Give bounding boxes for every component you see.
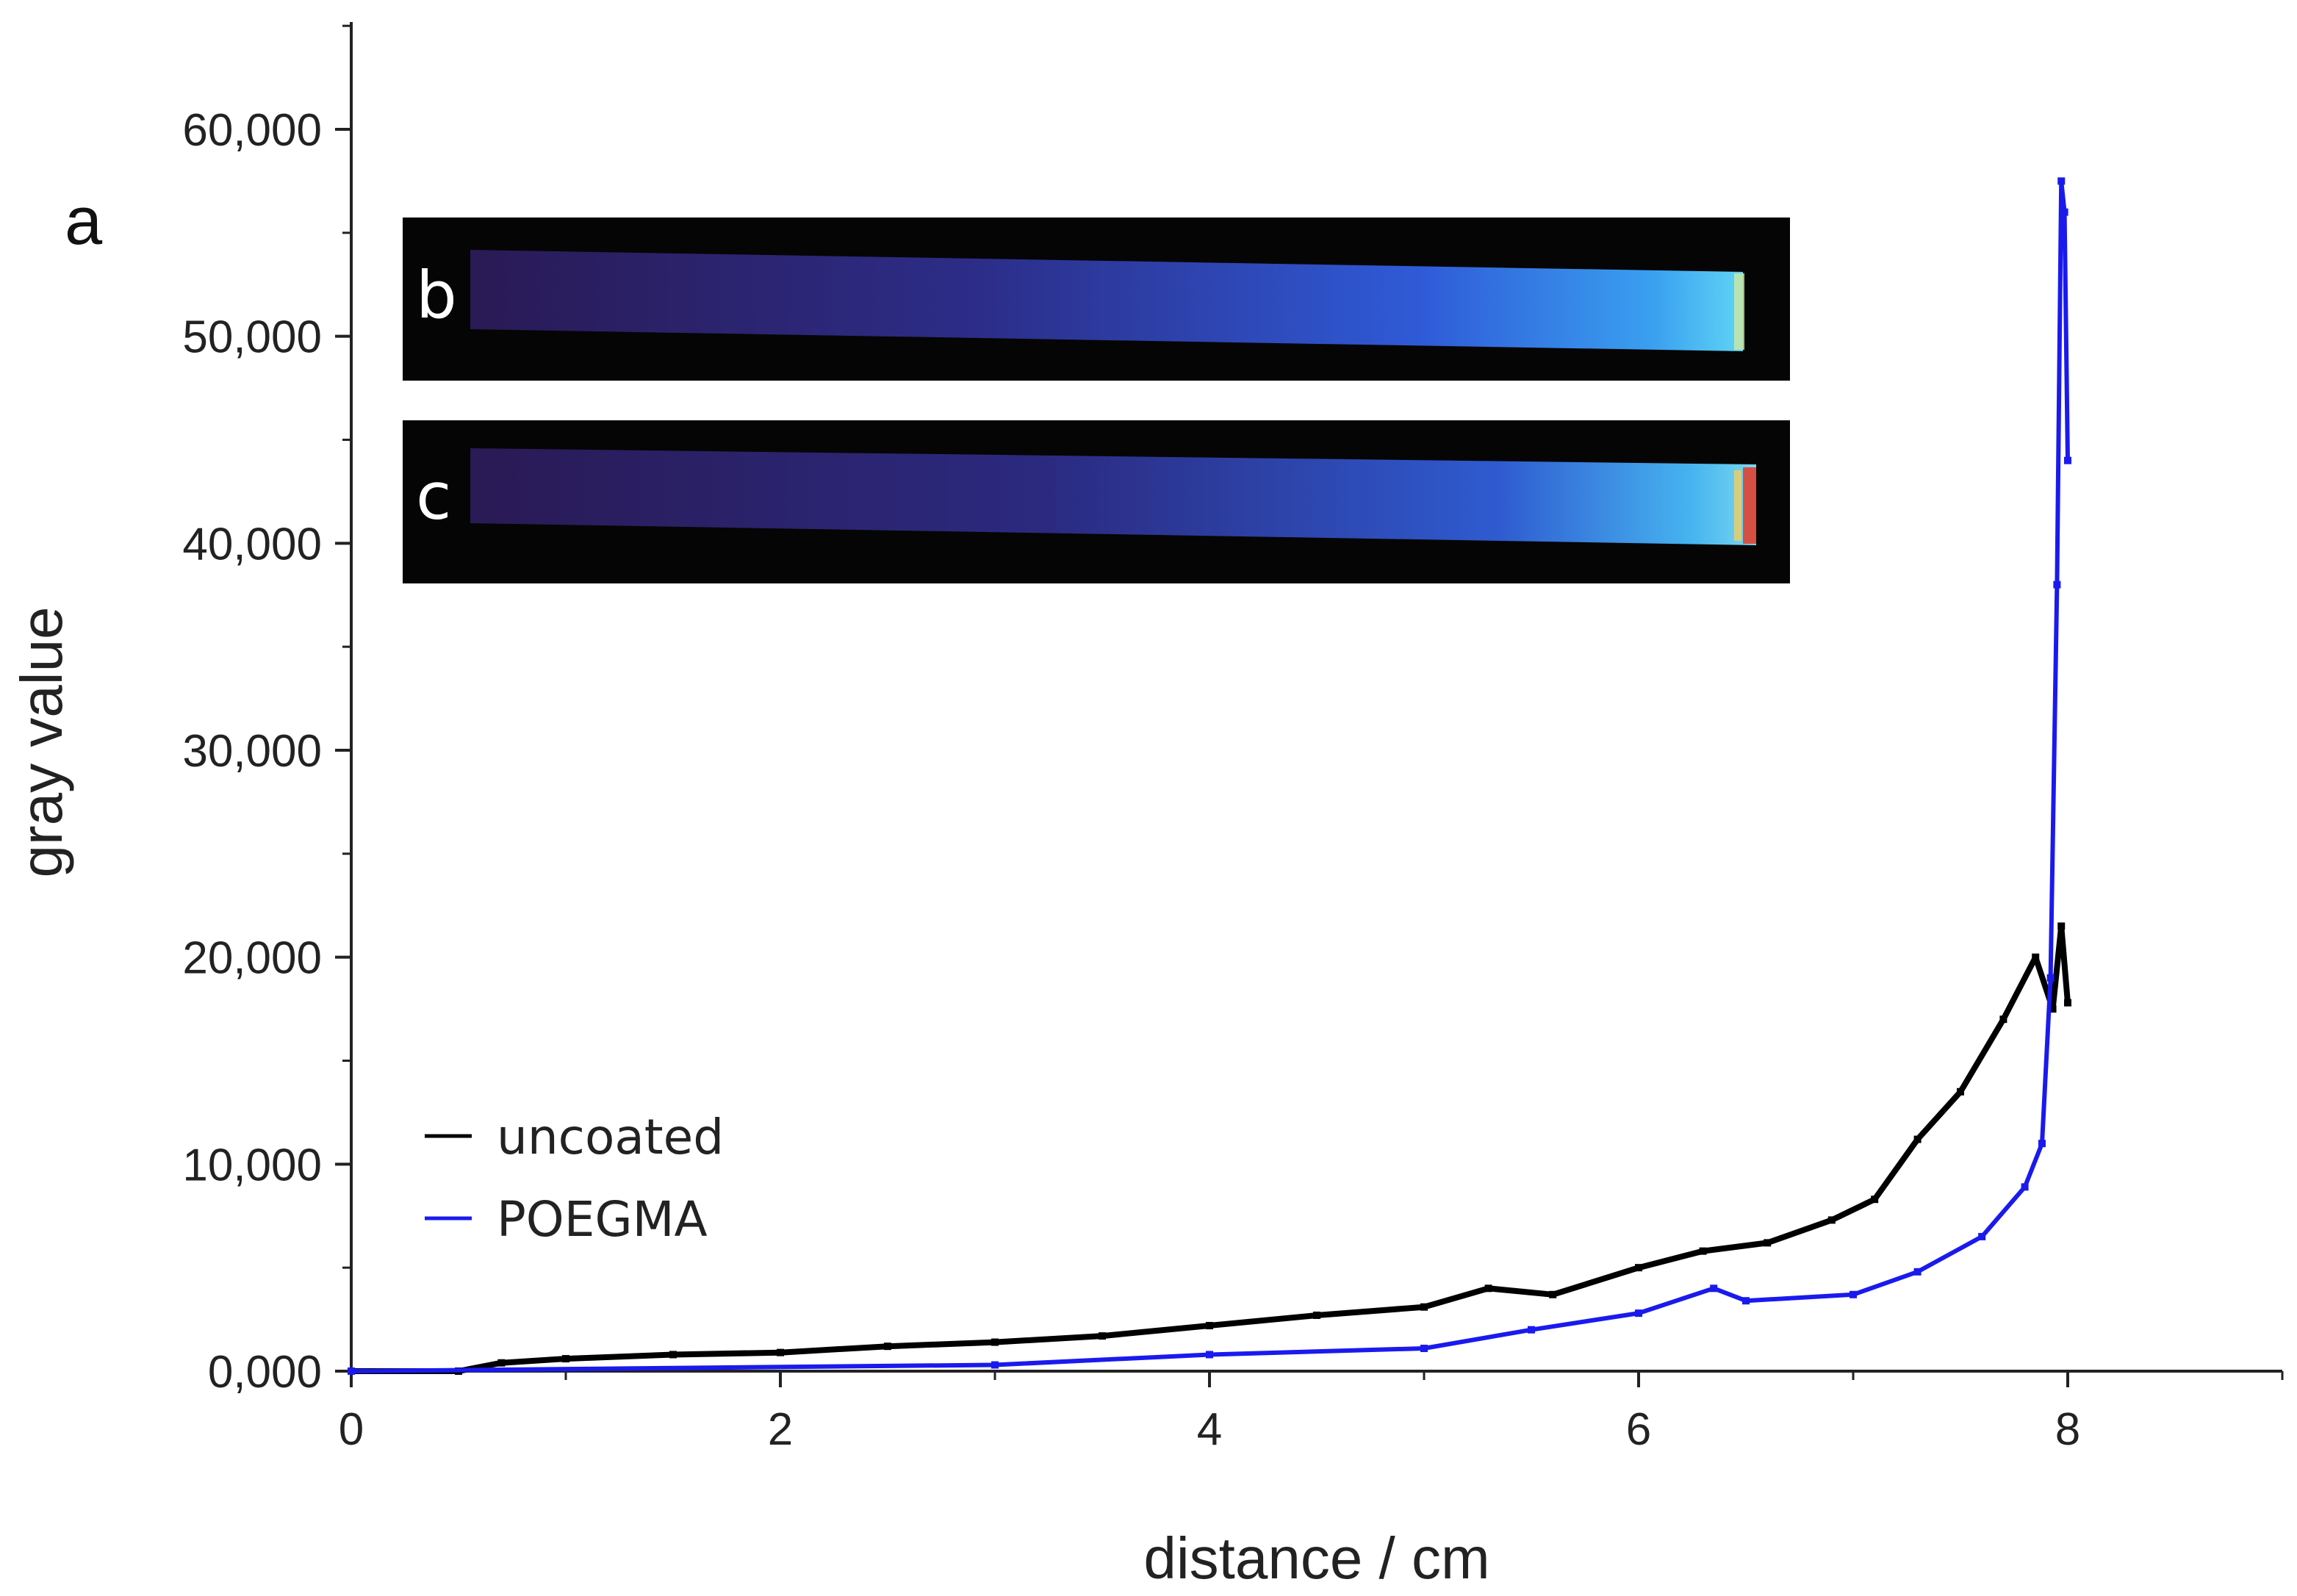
data-point (1206, 1351, 1213, 1359)
data-point (777, 1348, 784, 1356)
y-tick-labels: 0,000 10,000 20,000 30,000 40,000 50,000 60,00… (182, 105, 322, 1398)
series-layer (348, 177, 2071, 1375)
data-point (1827, 1216, 1836, 1224)
data-point (1635, 1309, 1642, 1318)
axes: 0,000 10,000 20,000 30,000 40,000 50,000 60,00… (182, 22, 2284, 1455)
series-line-uncoated (351, 923, 2071, 1374)
data-point (2060, 208, 2068, 216)
data-point (562, 1355, 569, 1363)
x-tick-labels: 0 2 4 6 8 (339, 1404, 2080, 1455)
x-axis-title: distance / cm (1143, 1525, 1489, 1591)
data-point (1999, 1016, 2007, 1024)
data-point (2021, 1183, 2029, 1191)
series-line-poegma (351, 179, 2070, 1373)
data-point (1699, 1247, 1707, 1255)
y-tick-label: 60,000 (182, 105, 322, 156)
legend-label-poegma: POEGMA (497, 1191, 708, 1248)
data-point (1484, 1284, 1492, 1293)
y-tick-label: 20,000 (182, 933, 322, 984)
data-point (1978, 1232, 1986, 1240)
data-point (2049, 1005, 2057, 1013)
data-point (1742, 1297, 1750, 1305)
data-point (2046, 974, 2055, 982)
data-point (2057, 177, 2066, 185)
data-point (1206, 1322, 1213, 1330)
data-point (1850, 1290, 1857, 1298)
x-tick-label: 6 (1626, 1404, 1651, 1455)
data-point (1913, 1268, 1922, 1276)
data-point (1913, 1135, 1922, 1143)
data-point (1420, 1303, 1428, 1311)
inset-b-edge (1734, 273, 1744, 350)
panel-label: a (65, 184, 103, 259)
x-tick-label: 8 (2055, 1404, 2080, 1455)
data-point (1764, 1239, 1772, 1247)
x-tick-label: 4 (1197, 1404, 1222, 1455)
data-point (1313, 1311, 1320, 1319)
y-tick-label: 0,000 (208, 1347, 322, 1398)
data-point (1957, 1088, 1964, 1096)
data-point (2057, 922, 2066, 930)
inset-c-label: c (416, 459, 451, 534)
legend: uncoated POEGMA (425, 1109, 724, 1248)
data-point (1871, 1196, 1879, 1204)
x-ticks (350, 1371, 2284, 1387)
y-tick-label: 40,000 (182, 519, 322, 569)
data-point (2064, 456, 2071, 464)
data-point (1710, 1284, 1718, 1293)
inset-c: c (403, 420, 1790, 583)
data-point (991, 1361, 999, 1369)
y-axis-title: gray value (9, 606, 74, 877)
y-tick-label: 10,000 (182, 1140, 322, 1190)
legend-label-uncoated: uncoated (497, 1109, 724, 1165)
data-point (2038, 1140, 2046, 1148)
inset-c-edge (1743, 467, 1756, 544)
data-point (1635, 1264, 1642, 1272)
inset-b-label: b (416, 257, 457, 333)
y-tick-label: 30,000 (182, 726, 322, 777)
data-point (1528, 1326, 1535, 1334)
data-point (348, 1367, 355, 1375)
data-point (991, 1338, 999, 1346)
data-point (1420, 1345, 1428, 1353)
x-tick-label: 2 (768, 1404, 793, 1455)
y-ticks (335, 24, 351, 1373)
inset-c-strip (470, 448, 1756, 545)
x-tick-label: 0 (339, 1404, 364, 1455)
data-point (497, 1359, 506, 1367)
data-point (2032, 953, 2040, 961)
inset-b: b (403, 218, 1790, 381)
data-point (884, 1342, 891, 1351)
data-point (1549, 1290, 1557, 1298)
inset-c-edge-glow (1734, 470, 1741, 541)
data-point (2053, 580, 2061, 589)
data-point (1099, 1332, 1106, 1340)
inset-b-strip (470, 250, 1743, 351)
y-tick-label: 50,000 (182, 312, 322, 363)
data-point (669, 1351, 677, 1359)
data-point (2064, 999, 2071, 1007)
